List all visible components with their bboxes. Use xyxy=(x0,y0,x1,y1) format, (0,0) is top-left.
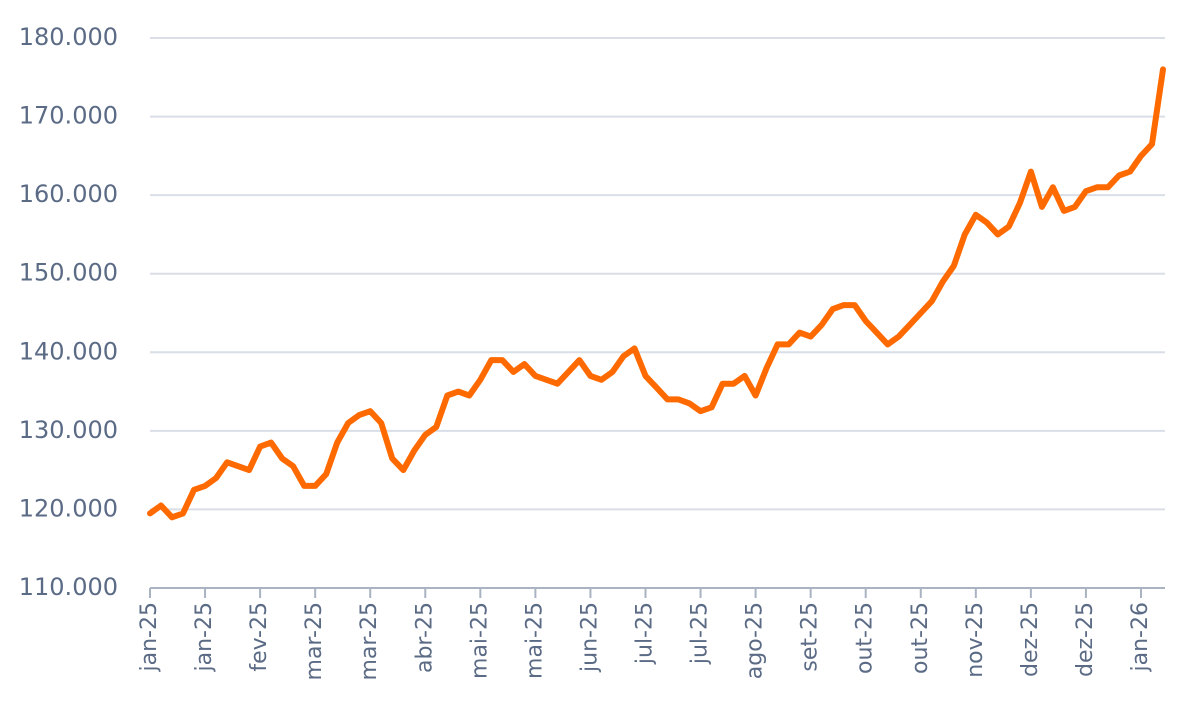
y-tick-label: 130.000 xyxy=(19,416,118,444)
x-tick-label: jul-25 xyxy=(632,602,657,665)
x-tick-label: dez-25 xyxy=(1018,602,1043,677)
data-line xyxy=(147,66,1166,521)
x-tick-label: dez-25 xyxy=(1073,602,1098,677)
x-tick-label: jul-25 xyxy=(688,602,713,665)
y-tick-label: 140.000 xyxy=(19,337,118,365)
x-tick-label: jun-25 xyxy=(577,602,602,673)
x-tick-label: mar-25 xyxy=(357,602,382,680)
x-tick-label: abr-25 xyxy=(412,602,437,673)
x-tick-label: jan-25 xyxy=(192,602,217,672)
x-tick-label: out-25 xyxy=(908,602,933,674)
y-tick-label: 180.000 xyxy=(19,23,118,51)
x-tick-label: ago-25 xyxy=(743,602,768,679)
y-tick-label: 120.000 xyxy=(19,494,118,522)
x-tick-label: out-25 xyxy=(853,602,878,674)
x-tick-label: fev-25 xyxy=(247,602,272,672)
x-tick-label: mai-25 xyxy=(467,602,492,679)
y-tick-label: 110.000 xyxy=(19,573,118,601)
x-tick-label: mar-25 xyxy=(302,602,327,680)
x-tick-label: jan-25 xyxy=(137,602,162,672)
y-tick-label: 150.000 xyxy=(19,259,118,287)
x-tick-label: nov-25 xyxy=(963,602,988,678)
x-tick-label: mai-25 xyxy=(522,602,547,679)
x-tick-label: set-25 xyxy=(798,602,823,672)
y-tick-label: 160.000 xyxy=(19,180,118,208)
y-tick-label: 170.000 xyxy=(19,102,118,130)
x-tick-label: jan-26 xyxy=(1128,602,1153,672)
